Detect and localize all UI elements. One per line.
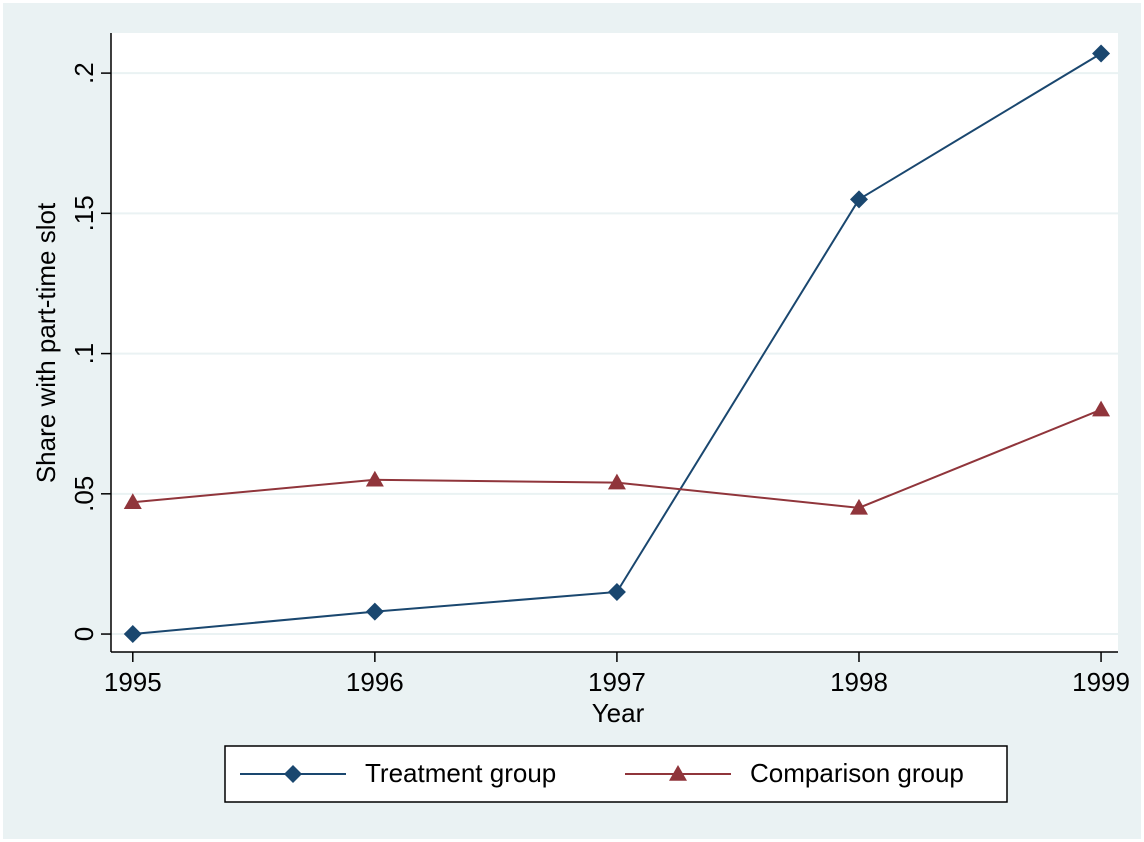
marker xyxy=(123,625,142,644)
x-axis-title: Year xyxy=(592,698,645,728)
x-tick-label: 1995 xyxy=(104,667,162,697)
legend-label: Comparison group xyxy=(750,758,964,788)
marker xyxy=(365,602,384,621)
marker xyxy=(607,582,626,601)
legend-box xyxy=(224,745,1008,803)
y-axis-title: Share with part-time slot xyxy=(31,202,61,483)
plot-region xyxy=(111,33,1118,652)
y-tick-label: .2 xyxy=(69,62,99,84)
x-tick-label: 1998 xyxy=(830,667,888,697)
legend-key-marker xyxy=(284,765,302,783)
marker xyxy=(1092,400,1111,417)
marker xyxy=(849,190,868,209)
y-tick-label: 0 xyxy=(69,627,99,641)
marker xyxy=(607,473,626,490)
marker xyxy=(849,498,868,515)
y-tick-label: .15 xyxy=(69,195,99,231)
marker xyxy=(123,493,142,509)
legend-key-marker xyxy=(669,765,687,781)
x-tick-label: 1999 xyxy=(1072,667,1130,697)
x-tick-label: 1996 xyxy=(346,667,404,697)
marker xyxy=(1092,44,1111,63)
x-tick-label: 1997 xyxy=(588,667,646,697)
marker xyxy=(365,470,384,487)
y-tick-label: .1 xyxy=(69,343,99,365)
y-tick-label: .05 xyxy=(69,476,99,512)
legend-label: Treatment group xyxy=(365,758,556,788)
